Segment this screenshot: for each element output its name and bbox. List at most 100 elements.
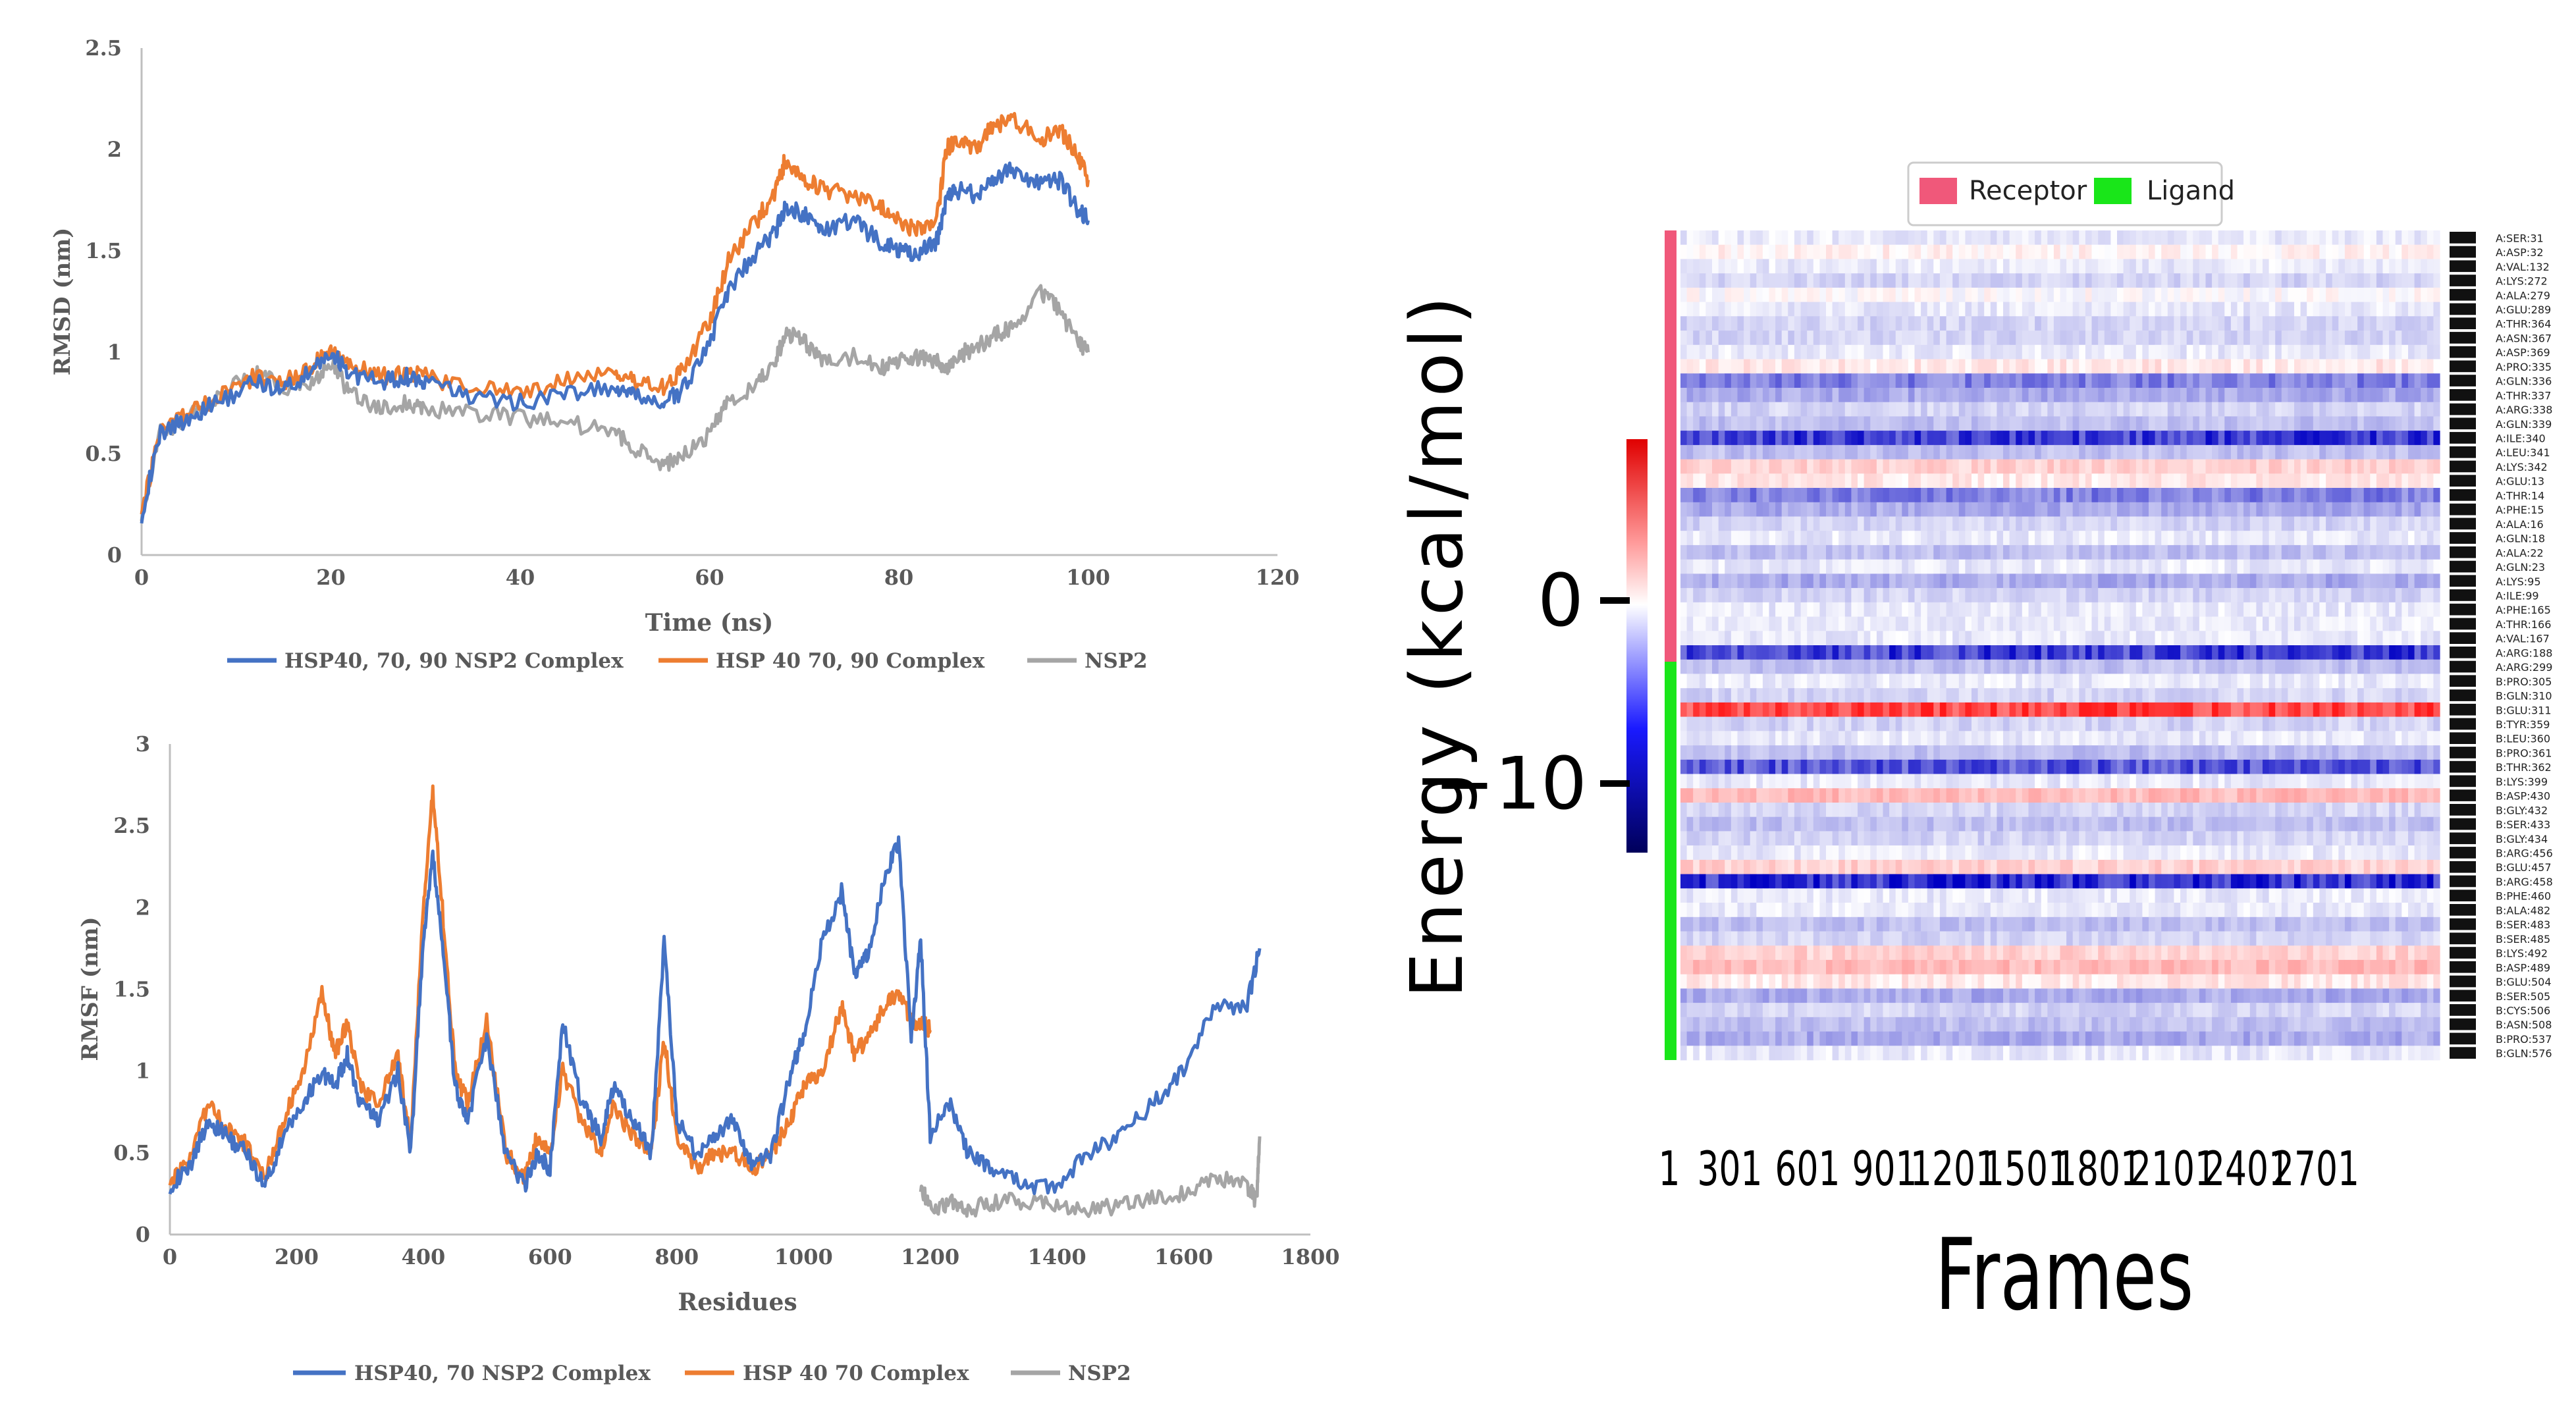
heatmap-cell <box>2338 302 2346 317</box>
heatmap-cell <box>2199 602 2207 617</box>
heatmap-cell <box>1807 302 1814 317</box>
heatmap-cell <box>1718 516 1725 531</box>
rmsd-y-tick-3: 1.5 <box>85 238 122 263</box>
heatmap-cell <box>2319 602 2326 617</box>
heatmap-cell <box>1819 688 1827 703</box>
heatmap-cell <box>2427 259 2434 274</box>
heatmap-cell <box>2382 373 2390 388</box>
heatmap-cell <box>2294 745 2301 760</box>
heatmap-cell <box>1977 588 1985 603</box>
heatmap-cell <box>2275 359 2282 374</box>
heatmap-cell <box>2275 302 2282 317</box>
heatmap-cell <box>2224 273 2232 288</box>
heatmap-cell <box>1800 731 1808 746</box>
heatmap-cell <box>2016 745 2023 760</box>
heatmap-cell <box>1914 431 1921 446</box>
heatmap-cell <box>2389 588 2396 603</box>
heatmap-cell <box>2098 373 2105 388</box>
heatmap-cell <box>1939 273 1947 288</box>
heatmap-cell <box>2218 716 2225 731</box>
heatmap-cell <box>1769 588 1776 603</box>
heatmap-cell <box>2243 273 2251 288</box>
heatmap-cell <box>2288 502 2295 517</box>
heatmap-cell <box>1965 416 1972 431</box>
heatmap-cell <box>2230 659 2238 674</box>
heatmap-cell <box>1762 731 1770 746</box>
heatmap-cell <box>2066 616 2074 631</box>
heatmap-cell <box>2053 645 2061 660</box>
heatmap-cell <box>1921 731 1928 746</box>
heatmap-cell <box>2351 416 2358 431</box>
heatmap-cell <box>2326 431 2333 446</box>
heatmap-cell <box>2079 344 2086 359</box>
heatmap-cell <box>1851 645 1858 660</box>
heatmap-cell <box>1844 631 1852 646</box>
heatmap-cell <box>2035 702 2042 717</box>
heatmap-cell <box>2149 631 2156 646</box>
heatmap-cell <box>2338 702 2346 717</box>
heatmap-cell <box>1750 502 1757 517</box>
heatmap-cell <box>1718 559 1725 574</box>
heatmap-cell <box>1870 273 1877 288</box>
heatmap-cell <box>2155 331 2162 346</box>
rmsd-series-hsp40-70-90-nsp2-complex <box>140 161 1090 524</box>
heatmap-cell <box>2294 702 2301 717</box>
heatmap-cell <box>2363 502 2371 517</box>
heatmap-cell <box>1946 731 1953 746</box>
heatmap-cell <box>2268 631 2276 646</box>
heatmap-cell <box>2249 416 2257 431</box>
heatmap-cell <box>2376 344 2384 359</box>
heatmap-cell <box>1699 316 1706 331</box>
heatmap-cell <box>2395 616 2402 631</box>
heatmap-cell <box>1686 759 1694 774</box>
heatmap-cell <box>1813 344 1820 359</box>
heatmap-cell <box>1972 745 1979 760</box>
heatmap-cell <box>2243 373 2251 388</box>
heatmap-cell <box>2186 659 2193 674</box>
heatmap-cell <box>1699 531 1706 546</box>
heatmap-cell <box>1775 431 1783 446</box>
heatmap-cell <box>2319 559 2326 574</box>
heatmap-cell <box>2395 731 2402 746</box>
heatmap-cell <box>1939 631 1947 646</box>
heatmap-cell <box>2218 702 2225 717</box>
heatmap-cell <box>1984 631 1991 646</box>
heatmap-cell <box>2421 616 2428 631</box>
heatmap-cell <box>2060 803 2067 818</box>
heatmap-cell <box>2167 659 2174 674</box>
heatmap-cell <box>2224 287 2232 302</box>
heatmap-cell <box>1914 759 1921 774</box>
heatmap-cell <box>1908 745 1916 760</box>
heatmap-cell <box>2199 616 2207 631</box>
heatmap-cell <box>1844 516 1852 531</box>
heatmap-cell <box>2053 674 2061 689</box>
heatmap-cell <box>1775 788 1783 803</box>
heatmap-cell <box>2066 531 2074 546</box>
heatmap-cell <box>2307 616 2314 631</box>
heatmap-cell <box>1731 659 1738 674</box>
heatmap-cell <box>2256 602 2263 617</box>
heatmap-cell <box>1876 459 1884 474</box>
heatmap-cell <box>1858 645 1865 660</box>
heatmap-cell <box>2060 331 2067 346</box>
heatmap-cell <box>1737 716 1744 731</box>
heatmap-cell <box>1794 588 1802 603</box>
heatmap-row-a-arg-188 <box>1680 645 2440 660</box>
heatmap-cell <box>1965 588 1972 603</box>
heatmap-cell <box>2300 331 2307 346</box>
heatmap-cell <box>1756 431 1763 446</box>
heatmap-cell <box>2060 373 2067 388</box>
heatmap-cell <box>2072 302 2080 317</box>
heatmap-cell <box>1826 531 1833 546</box>
heatmap-cell <box>2376 459 2384 474</box>
heatmap-cell <box>2085 745 2093 760</box>
heatmap-cell <box>2130 631 2137 646</box>
heatmap-cell <box>1680 545 1688 560</box>
heatmap-cell <box>1864 803 1871 818</box>
heatmap-cell <box>1762 602 1770 617</box>
heatmap-cell <box>1946 688 1953 703</box>
heatmap-cell <box>2212 402 2219 417</box>
heatmap-cell <box>1927 259 1934 274</box>
heatmap-cell <box>2249 545 2257 560</box>
heatmap-cell <box>2263 316 2270 331</box>
